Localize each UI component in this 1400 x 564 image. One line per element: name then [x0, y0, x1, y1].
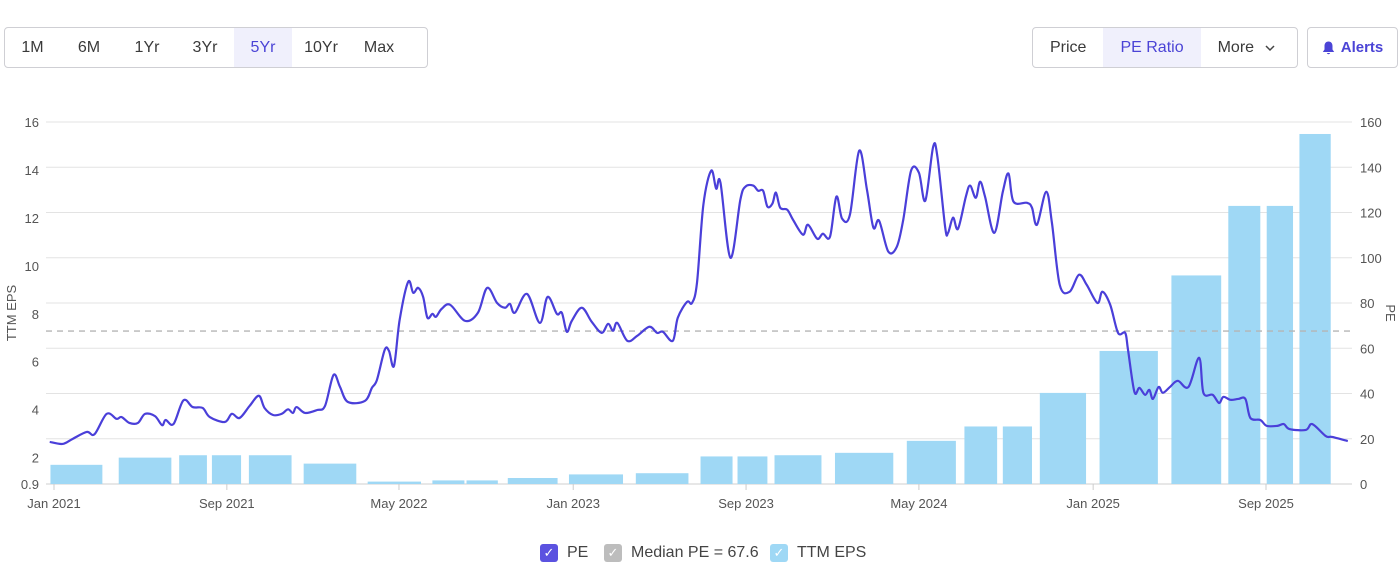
left-axis-tick: 0.9: [21, 477, 39, 492]
right-axis-tick: 20: [1360, 432, 1374, 447]
left-axis-tick: 16: [25, 115, 39, 130]
time-range-selector: 1M 6M 1Yr 3Yr 5Yr 10Yr Max: [4, 27, 428, 68]
left-axis-tick: 4: [32, 403, 39, 418]
eps-bar: [906, 440, 956, 484]
eps-bar: [303, 463, 357, 484]
pe-ratio-button[interactable]: PE Ratio: [1103, 28, 1201, 67]
legend-item-pe[interactable]: ✓ PE: [540, 544, 588, 562]
eps-bar: [1099, 350, 1158, 484]
right-axis-tick: 40: [1360, 387, 1374, 402]
x-axis-tick: May 2024: [890, 496, 947, 511]
eps-bar: [1002, 426, 1032, 484]
x-axis-tick: Jan 2021: [27, 496, 81, 511]
eps-bar: [737, 456, 768, 484]
alerts-label: Alerts: [1340, 39, 1384, 56]
eps-bar: [118, 457, 172, 484]
x-axis-tick: Sep 2021: [199, 496, 255, 511]
eps-bar: [211, 455, 242, 484]
x-axis-tick: May 2022: [370, 496, 427, 511]
x-axis-tick: Sep 2025: [1238, 496, 1294, 511]
eps-bar: [367, 481, 422, 484]
eps-bar: [1039, 392, 1087, 484]
eps-bar: [635, 473, 689, 484]
eps-bar: [1171, 275, 1222, 484]
legend-item-median-pe[interactable]: ✓ Median PE = 67.6: [604, 544, 759, 562]
x-axis-tick: Jan 2025: [1066, 496, 1120, 511]
range-button-1yr[interactable]: 1Yr: [134, 38, 160, 56]
chart-view-selector: Price PE Ratio More: [1032, 27, 1298, 68]
eps-bar: [1228, 205, 1261, 484]
right-axis-tick: 120: [1360, 206, 1382, 221]
right-axis-title: PE: [1383, 304, 1398, 322]
eps-bar: [507, 478, 558, 484]
alerts-button[interactable]: Alerts: [1307, 27, 1398, 68]
price-button[interactable]: Price: [1050, 38, 1087, 56]
eps-bar: [1266, 205, 1294, 484]
range-button-3yr[interactable]: 3Yr: [192, 38, 218, 56]
eps-bar: [568, 474, 624, 484]
range-button-10yr[interactable]: 10Yr: [304, 38, 338, 56]
eps-bar: [834, 452, 894, 484]
checkbox-checked-icon: ✓: [540, 544, 558, 562]
eps-bar: [432, 480, 465, 484]
more-dropdown[interactable]: More: [1201, 28, 1293, 67]
legend-item-ttm-eps[interactable]: ✓ TTM EPS: [770, 544, 866, 562]
range-button-6m[interactable]: 6M: [77, 38, 101, 56]
chevron-down-icon: [1265, 44, 1275, 51]
right-axis-tick: 100: [1360, 251, 1382, 266]
range-button-1m[interactable]: 1M: [21, 38, 44, 56]
bell-icon: [1322, 41, 1334, 54]
legend-label-median: Median PE = 67.6: [631, 544, 759, 561]
eps-bar: [774, 455, 822, 484]
left-axis-title: TTM EPS: [4, 285, 19, 342]
eps-bar: [179, 455, 207, 484]
left-axis-tick: 2: [32, 451, 39, 466]
eps-bar: [50, 464, 103, 484]
x-axis-tick: Sep 2023: [718, 496, 774, 511]
more-label: More: [1217, 38, 1255, 56]
pe-line: [49, 142, 1349, 446]
right-axis-tick: 0: [1360, 477, 1367, 492]
left-axis-tick: 6: [32, 355, 39, 370]
legend-label-pe: PE: [567, 544, 589, 561]
x-axis-tick: Jan 2023: [546, 496, 600, 511]
range-button-5yr[interactable]: 5Yr: [234, 28, 292, 67]
left-axis-tick: 14: [25, 163, 39, 178]
left-axis-tick: 12: [25, 211, 39, 226]
pe-eps-chart: 0 20 40 60 80 100 120 140 160 0.9 2 4 6 8 10 12 14 16 Jan …: [4, 115, 1398, 511]
legend-label-eps: TTM EPS: [797, 544, 867, 561]
left-axis-tick: 10: [25, 259, 39, 274]
right-axis-tick: 80: [1360, 296, 1374, 311]
eps-bar: [1299, 133, 1331, 484]
eps-bar: [700, 456, 733, 484]
right-axis-tick: 160: [1360, 115, 1382, 130]
eps-bar: [466, 480, 498, 484]
left-axis-tick: 8: [32, 307, 39, 322]
eps-bar: [964, 426, 998, 484]
eps-bar: [248, 455, 292, 484]
right-axis-tick: 140: [1360, 160, 1382, 175]
checkbox-checked-icon: ✓: [604, 544, 622, 562]
right-axis-tick: 60: [1360, 341, 1374, 356]
chart-legend: ✓ PE ✓ Median PE = 67.6 ✓ TTM EPS: [0, 544, 1400, 564]
range-button-max[interactable]: Max: [363, 38, 395, 56]
checkbox-checked-icon: ✓: [770, 544, 788, 562]
